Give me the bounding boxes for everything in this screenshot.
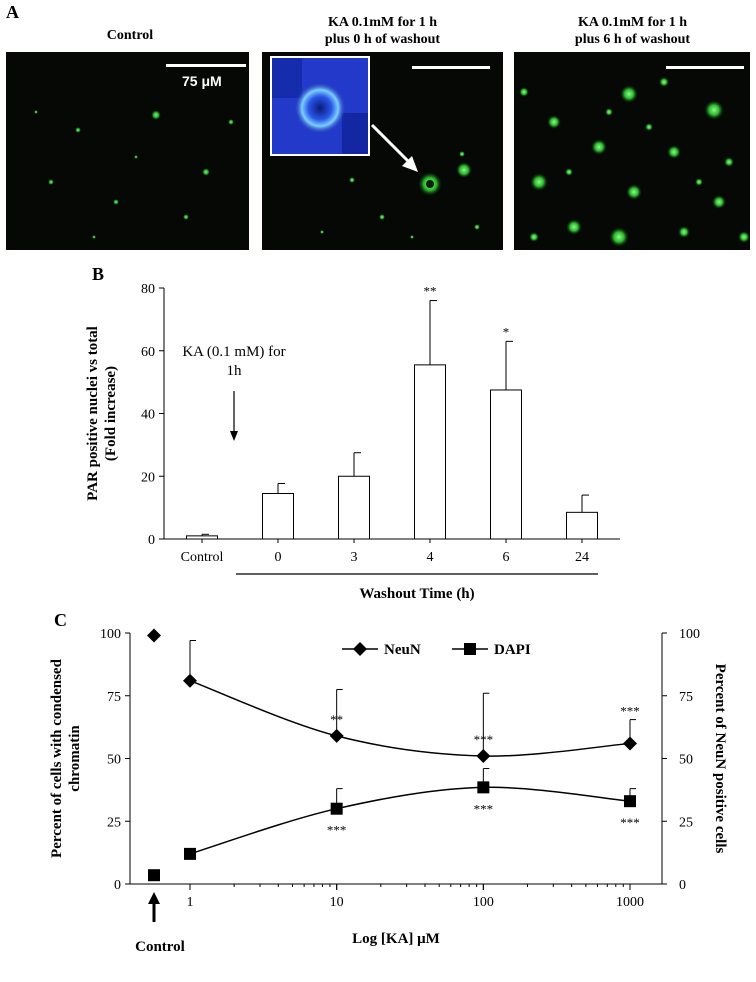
y-tick-label: 40	[141, 408, 155, 423]
data-point-dapi	[477, 781, 490, 794]
data-point-dapi	[184, 847, 196, 860]
x-tick-label: 100	[473, 895, 494, 910]
scale-bar-label: 75 μM	[182, 73, 222, 89]
y-axis-title-line1: PAR positive nuclei vs total	[85, 326, 101, 501]
micrograph-washout-6h	[514, 52, 750, 250]
panel-c-letter: C	[54, 610, 67, 630]
bar	[490, 389, 522, 540]
significance-label: ***	[620, 815, 640, 830]
left-y-tick-label: 25	[107, 815, 121, 830]
right-y-tick-label: 25	[679, 815, 693, 830]
left-y-tick-label: 50	[107, 753, 121, 768]
image-title-control-line1: Control	[106, 28, 154, 43]
scale-bar-6h	[666, 66, 744, 69]
left-y-axis-title-line1: Percent of cells with condensed	[49, 658, 65, 858]
legend-label-dapi: DAPI	[494, 642, 531, 658]
data-point-neun	[183, 673, 197, 688]
right-y-axis-title: Percent of NeuN positive cells	[712, 664, 728, 854]
control-arrowhead	[148, 892, 160, 904]
x-axis-title: Washout Time (h)	[359, 586, 474, 602]
significance-label: ***	[474, 801, 494, 816]
right-y-tick-label: 0	[679, 878, 686, 893]
y-axis-title: PAR positive nuclei vs total (Fold increa…	[85, 326, 119, 501]
image-title-washout-6h: KA 0.1mM for 1 h plus 6 h of washout	[515, 14, 750, 48]
control-point-neun	[147, 628, 161, 643]
right-y-tick-label: 75	[679, 690, 693, 705]
y-tick-label: 60	[141, 345, 155, 360]
micrograph-control-stain	[34, 110, 234, 239]
x-tick-label: 0	[275, 550, 282, 565]
x-tick-label: 6	[503, 550, 510, 565]
left-y-tick-label: 100	[100, 627, 121, 642]
line-chart: 0 0 25 25 50 50 75 75 100 100 1 10 100 1000 Log [KA] μ…	[49, 627, 728, 955]
y-tick-label: 20	[141, 470, 155, 485]
control-label: Control	[135, 939, 185, 955]
significance-label: *	[503, 324, 510, 339]
data-point-dapi	[624, 795, 636, 808]
x-tick-label: Control	[181, 550, 224, 565]
significance-label: ***	[620, 704, 640, 719]
x-tick-label: 10	[330, 895, 344, 910]
x-tick-label: 1	[187, 895, 194, 910]
significance-label: **	[330, 712, 343, 727]
y-tick-label: 80	[141, 282, 155, 297]
right-y-tick-label: 100	[679, 627, 700, 642]
left-y-axis-title-line2: chromatin	[67, 725, 83, 792]
inset-image	[270, 56, 370, 156]
micrograph-0h-stain	[320, 151, 480, 239]
micrograph-washout-0h	[262, 52, 503, 250]
control-point-dapi	[148, 869, 160, 882]
x-tick-label: 1000	[616, 895, 644, 910]
significance-label: ***	[327, 823, 347, 838]
data-point-neun	[329, 728, 344, 743]
x-tick-label: 24	[575, 550, 589, 565]
significance-label: **	[424, 284, 437, 299]
x-tick-label: 3	[351, 550, 358, 565]
legend-marker-dapi	[464, 643, 476, 655]
annotation-line2: 1h	[227, 363, 243, 379]
inset-nucleus	[272, 58, 368, 154]
legend-marker-neun	[353, 642, 367, 656]
bar	[262, 493, 294, 540]
annotation-line1: KA (0.1 mM) for	[182, 344, 285, 360]
image-title-6h-line2: plus 6 h of washout	[574, 32, 691, 47]
bar	[186, 535, 218, 540]
bar	[338, 475, 370, 540]
inset-arrow	[370, 123, 418, 172]
bar	[414, 364, 446, 540]
panel-a-letter: A	[6, 2, 19, 22]
image-title-6h-line1: KA 0.1mM for 1 h	[577, 15, 687, 30]
micrograph-6h-stain	[519, 77, 750, 247]
x-axis-title: Log [KA] μM	[352, 931, 440, 947]
image-title-0h-line2: plus 0 h of washout	[324, 32, 441, 47]
micrograph-control: 75 μM	[6, 52, 249, 250]
series-line-dapi	[189, 786, 631, 855]
scale-bar	[166, 64, 246, 67]
data-point-neun	[623, 736, 637, 751]
image-title-washout-0h: KA 0.1mM for 1 h plus 0 h of washout	[265, 14, 500, 48]
x-tick-label: 4	[427, 550, 434, 565]
left-y-tick-label: 0	[114, 878, 121, 893]
data-point-neun	[476, 748, 491, 763]
data-point-dapi	[330, 802, 343, 815]
y-tick-label: 0	[148, 533, 155, 548]
legend-label-neun: NeuN	[384, 642, 421, 658]
annotation-arrowhead	[230, 431, 238, 441]
significance-label: ***	[474, 732, 494, 747]
series-line-neun	[189, 679, 631, 757]
left-y-tick-label: 75	[107, 690, 121, 705]
bar-chart: 0 20 40 60 80 Control 0 3 ** 4 * 6 24 Washout Time (h…	[85, 282, 620, 602]
scale-bar-0h	[412, 66, 490, 69]
y-axis-title-line2: (Fold increase)	[103, 366, 119, 461]
left-y-axis-title: Percent of cells with condensed chromatin	[49, 658, 83, 858]
panel-b-letter: B	[92, 264, 105, 284]
right-y-tick-label: 50	[679, 753, 693, 768]
image-title-0h-line1: KA 0.1mM for 1 h	[327, 15, 437, 30]
image-title-control: Control	[70, 27, 190, 44]
bar	[566, 511, 598, 540]
